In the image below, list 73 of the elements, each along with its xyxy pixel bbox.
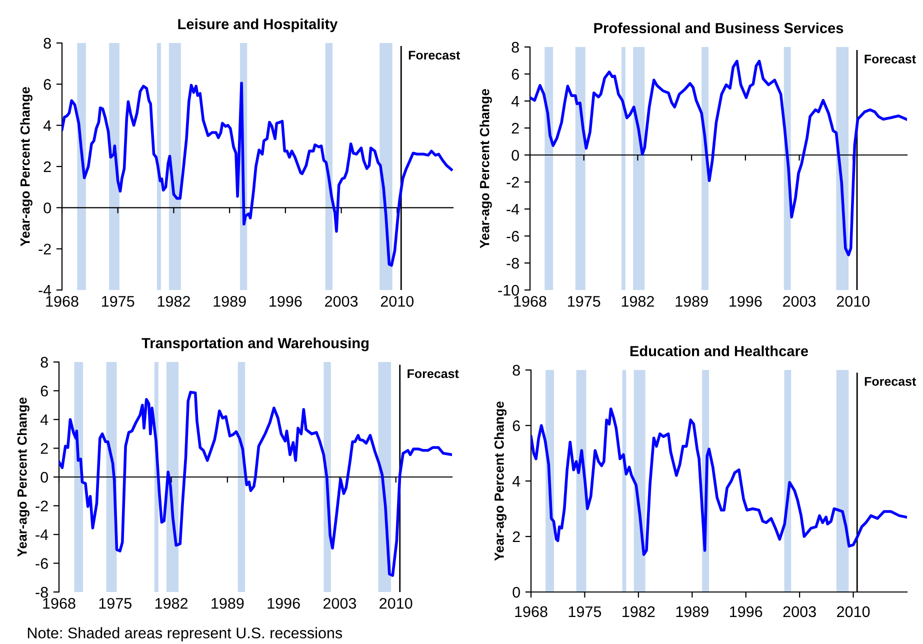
y-tick-label: 6 (512, 420, 520, 432)
y-tick-label: 8 (512, 42, 519, 53)
x-tick-label: 2010 (837, 606, 870, 618)
y-tick-label: -4 (36, 530, 48, 540)
y-tick-label: -6 (506, 230, 519, 242)
y-tick-label: 0 (512, 586, 520, 598)
y-tick-label: 4 (43, 120, 52, 131)
y-tick-label: 4 (512, 476, 520, 487)
x-tick-label: 1982 (622, 296, 654, 307)
y-tick-label: 2 (512, 531, 520, 542)
line-series (531, 407, 907, 556)
y-tick-label: 6 (512, 68, 519, 80)
y-axis-title: Year-ago Percent Change (494, 402, 507, 561)
y-tick-label: 6 (44, 79, 51, 90)
y-tick-label: -4 (38, 285, 52, 296)
x-tick-label: 2010 (836, 296, 870, 307)
x-tick-label: 2010 (380, 598, 412, 609)
chart-title: Education and Healthcare (630, 346, 808, 356)
chart-title: Professional and Business Services (594, 22, 844, 34)
x-tick-label: 1975 (568, 296, 600, 307)
y-axis-title: Year-ago Percent Change (20, 87, 32, 246)
y-tick-label: 2 (512, 122, 519, 134)
y-tick-label: -2 (36, 500, 48, 512)
text: Note: Shaded areas represent U.S. recessions (28, 627, 342, 642)
y-tick-label: 6 (40, 386, 48, 396)
ref-line-label: Forecast (864, 54, 916, 64)
x-tick-label: 2003 (783, 606, 816, 618)
x-tick-label: 1989 (214, 296, 246, 307)
x-tick-label: 1968 (514, 296, 546, 307)
y-tick-label: -2 (38, 244, 51, 254)
x-tick-label: 1975 (99, 598, 132, 609)
y-tick-label: -10 (498, 284, 519, 296)
y-tick-label: -6 (36, 558, 48, 569)
y-tick-label: 8 (512, 364, 520, 376)
x-tick-label: 1975 (102, 296, 134, 307)
chart-title: Transportation and Warehousing (142, 338, 368, 352)
x-tick-label: 1968 (43, 598, 76, 609)
chart-title: Leisure and Hospitality (178, 18, 338, 32)
x-tick-label: 1982 (158, 296, 190, 307)
x-tick-label: 1989 (676, 296, 708, 307)
x-tick-label: 1989 (676, 606, 708, 618)
y-tick-label: 0 (512, 150, 519, 161)
x-tick-label: 1996 (268, 598, 300, 609)
x-tick-label: 1975 (568, 606, 602, 618)
x-tick-label: 2003 (783, 296, 816, 307)
x-tick-label: 2003 (323, 598, 356, 609)
y-tick-label: 0 (44, 202, 51, 214)
x-tick-label: 1996 (270, 296, 302, 307)
y-axis-title: Year-ago Percent Change (17, 398, 30, 557)
y-tick-label: 4 (511, 96, 520, 107)
ref-line-label: Forecast (408, 50, 460, 60)
y-tick-label: 2 (44, 161, 51, 172)
y-tick-label: -2 (506, 176, 519, 188)
x-tick-label: 1982 (155, 598, 188, 609)
ref-line-label: Forecast (408, 369, 459, 378)
x-tick-label: 2010 (380, 296, 414, 307)
ref-line-label: Forecast (864, 377, 916, 386)
x-tick-label: 1982 (622, 606, 655, 618)
x-tick-label: 1996 (730, 606, 762, 618)
y-tick-label: -8 (36, 586, 48, 598)
x-tick-label: 1996 (730, 296, 762, 307)
x-tick-label: 1989 (212, 598, 244, 609)
y-tick-label: 8 (44, 38, 51, 49)
y-axis-title: Year-ago Percent Change (480, 89, 492, 248)
y-tick-label: 4 (40, 414, 48, 426)
x-tick-label: 1968 (515, 606, 548, 618)
y-tick-label: 8 (40, 356, 48, 368)
x-tick-label: 2003 (325, 296, 358, 307)
y-tick-label: 0 (40, 472, 48, 483)
y-tick-label: -4 (506, 204, 520, 215)
x-tick-label: 1968 (46, 296, 78, 307)
y-tick-label: -8 (506, 258, 519, 269)
y-tick-label: 2 (40, 443, 48, 454)
